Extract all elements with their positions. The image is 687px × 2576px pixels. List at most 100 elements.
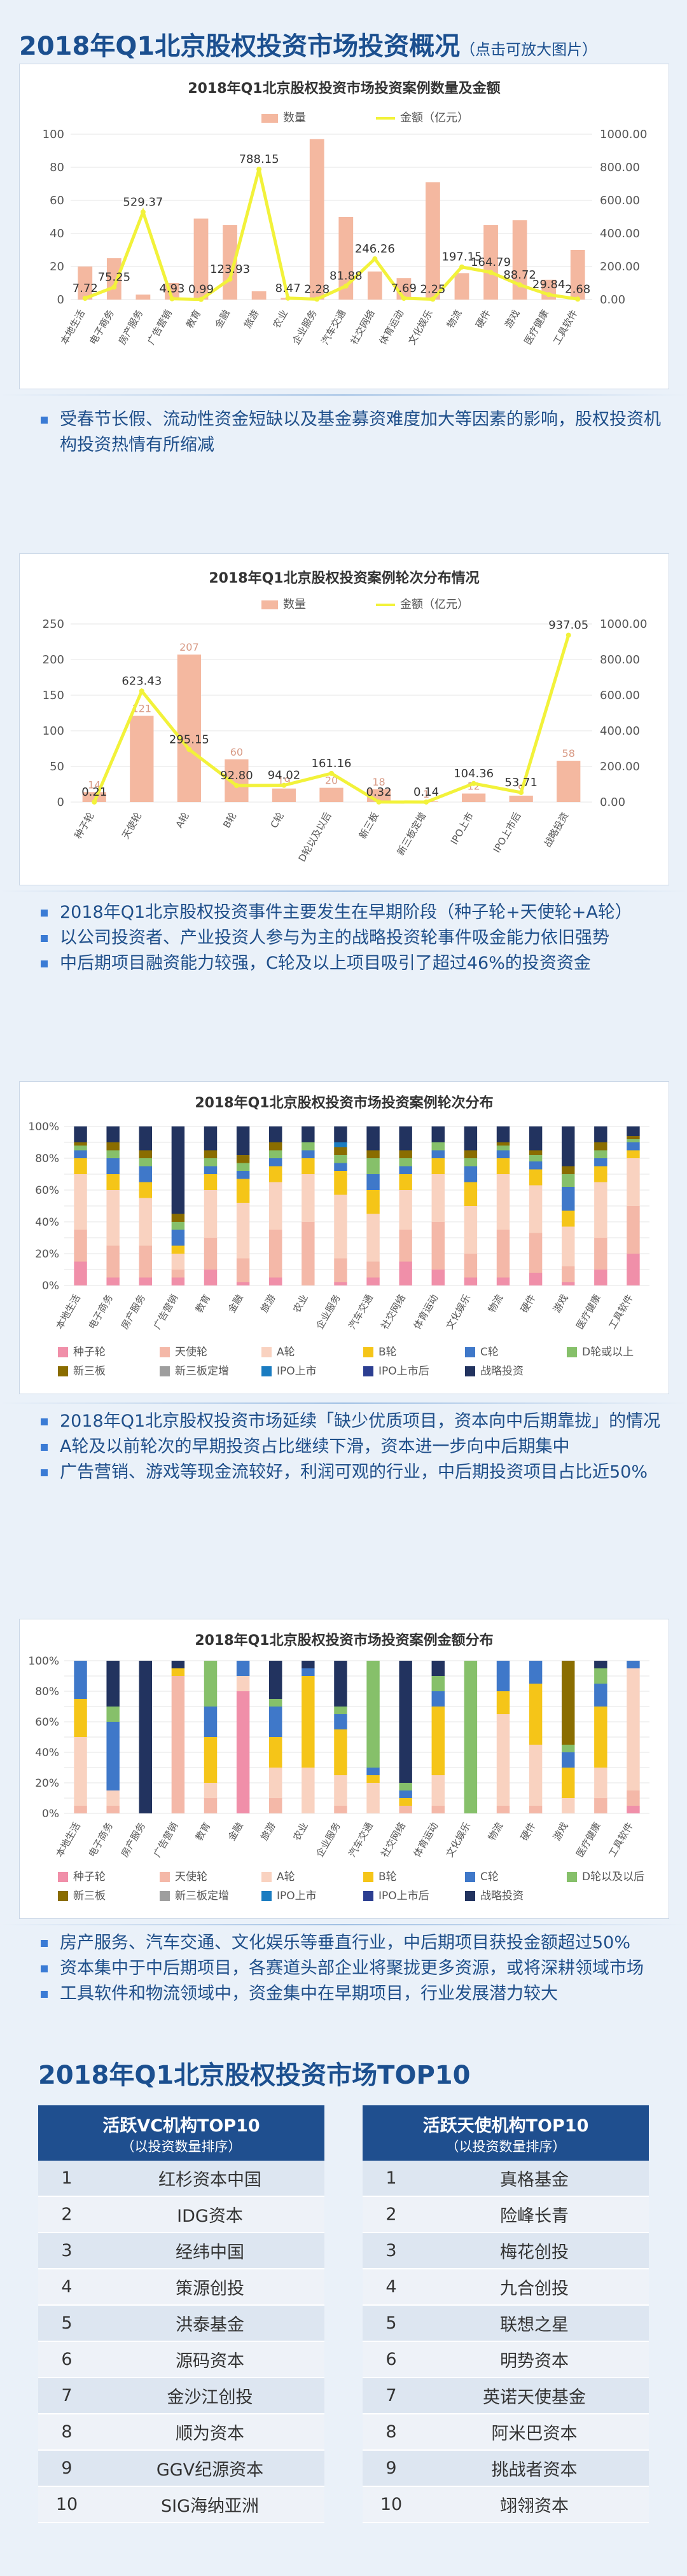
legend-swatch xyxy=(58,1347,68,1357)
amount-point xyxy=(139,688,144,694)
category-label: 农业 xyxy=(291,1292,310,1315)
category-label: 工具软件 xyxy=(551,308,580,347)
rank-cell: 7 xyxy=(385,2386,397,2406)
amount-line xyxy=(84,169,578,301)
y-tick-label: 100% xyxy=(28,1655,59,1668)
page-title: 2018年Q1北京股权投资市场投资概况（点击可放大图片） xyxy=(19,32,598,61)
stack-segment xyxy=(562,1661,575,1745)
rank-cell: 3 xyxy=(61,2241,73,2261)
bullet-item: 受春节长假、流动性资金短缺以及基金募资难度加大等因素的影响，股权投资机构投资热情… xyxy=(38,407,662,458)
amount-point xyxy=(488,270,494,275)
stack-segment xyxy=(627,1150,640,1158)
stack-segment xyxy=(399,1229,412,1262)
stack-segment xyxy=(431,1142,445,1151)
legend-label-amount: 金额（亿元） xyxy=(400,111,469,125)
stack-segment xyxy=(269,1768,282,1798)
count-label: 18 xyxy=(372,776,385,788)
vc-top10-table: 活跃VC机构TOP10 （以投资数量排序） 1 红杉资本中国 2 IDG资本 3 经纬中国… xyxy=(38,2105,324,2523)
stack-segment xyxy=(236,1171,250,1179)
category-label: 教育 xyxy=(193,1292,213,1315)
legend-label: D轮或以上 xyxy=(582,1346,634,1359)
category-label: 企业服务 xyxy=(314,1820,343,1859)
stack-segment xyxy=(464,1206,478,1254)
legend-label: 新三板 xyxy=(73,1890,106,1902)
y-tick-label: 40% xyxy=(35,1747,59,1759)
chart-4: 2018年Q1北京股权投资市场投资案例金额分布 0% 20% 40% 60% 80% 100… xyxy=(28,1632,649,1902)
stack-segment xyxy=(106,1245,120,1278)
amount-label: 164.79 xyxy=(471,256,511,269)
count-label: 20 xyxy=(325,775,338,787)
bullet-item: 资本集中于中后期项目，各赛道头部企业将聚拢更多资源，或将深耕领域市场 xyxy=(38,1956,662,1981)
category-label: 旅游 xyxy=(258,1292,278,1315)
institution-cell: 顺为资本 xyxy=(176,2424,244,2444)
bar-count xyxy=(177,654,201,802)
stack-segment xyxy=(171,1245,185,1254)
rank-cell: 10 xyxy=(55,2495,78,2514)
stack-segment xyxy=(269,1158,282,1167)
legend-swatch xyxy=(465,1347,475,1357)
stack-segment xyxy=(204,1174,218,1190)
stack-segment xyxy=(562,1768,575,1798)
stack-segment xyxy=(464,1661,478,1813)
stack-segment xyxy=(464,1166,478,1182)
legend-label: 天使轮 xyxy=(175,1345,207,1359)
stack-segment xyxy=(431,1222,445,1270)
stack-segment xyxy=(302,1768,315,1813)
stack-segment xyxy=(204,1150,218,1158)
stack-segment xyxy=(302,1150,315,1158)
legend-label: IPO上市后 xyxy=(378,1890,429,1902)
stack-segment xyxy=(464,1150,478,1158)
amount-point xyxy=(517,282,523,287)
stack-segment xyxy=(594,1684,607,1707)
bar-count xyxy=(454,273,469,300)
stack-segment xyxy=(269,1142,282,1151)
amount-point xyxy=(566,632,571,638)
stack-segment xyxy=(269,1798,282,1813)
stack-segment xyxy=(366,1775,380,1783)
category-label: 医疗健康 xyxy=(522,308,552,347)
stack-segment xyxy=(366,1190,380,1214)
stack-segment xyxy=(529,1126,543,1151)
stack-segment xyxy=(627,1806,640,1813)
category-label: 新三板 xyxy=(357,810,381,841)
stack-segment xyxy=(236,1661,250,1676)
category-label: 工具软件 xyxy=(606,1292,635,1331)
amount-label: 8.47 xyxy=(275,282,301,295)
bullet-item: A轮及以前轮次的早期投资占比继续下滑，资本进一步向中后期集中 xyxy=(38,1434,662,1460)
stack-segment xyxy=(269,1277,282,1285)
stack-segment xyxy=(594,1150,607,1158)
table-row: 3 梅花创投 xyxy=(363,2233,649,2269)
right-tick-label: 600.00 xyxy=(600,194,640,207)
chart-title: 2018年Q1北京股权投资市场投资案例数量及金额 xyxy=(188,80,500,97)
amount-label: 0.21 xyxy=(81,786,107,799)
institution-cell: GGV纪源资本 xyxy=(156,2460,264,2480)
category-label: 教育 xyxy=(193,1820,213,1843)
table-row: 6 明势资本 xyxy=(363,2342,649,2378)
left-tick-label: 0 xyxy=(57,796,64,809)
stack-segment xyxy=(496,1806,510,1813)
stack-segment xyxy=(236,1163,250,1171)
stack-segment xyxy=(399,1790,412,1798)
stack-segment xyxy=(366,1126,380,1151)
stack-segment xyxy=(74,1158,87,1174)
amount-label: 529.37 xyxy=(123,195,163,209)
stack-segment xyxy=(171,1277,185,1285)
divider xyxy=(0,890,687,892)
legend-label: D轮以及以后 xyxy=(582,1871,644,1883)
amount-point xyxy=(82,295,88,301)
bullets-2: 2018年Q1北京股权投资事件主要发生在早期阶段（种子轮+天使轮+A轮） 以公司投… xyxy=(38,900,662,976)
stack-segment xyxy=(204,1798,218,1813)
stack-segment xyxy=(594,1661,607,1668)
stack-segment xyxy=(106,1707,120,1722)
stack-segment xyxy=(236,1126,250,1155)
stack-segment xyxy=(334,1661,347,1707)
chart-title: 2018年Q1北京股权投资市场投资案例轮次分布 xyxy=(195,1095,493,1111)
left-tick-label: 100 xyxy=(43,128,64,141)
stack-segment xyxy=(106,1150,120,1158)
stack-segment xyxy=(269,1126,282,1142)
amount-label: 94.02 xyxy=(268,769,301,782)
stack-segment xyxy=(529,1806,543,1813)
amount-label: 161.16 xyxy=(312,757,352,770)
amount-point xyxy=(169,296,175,301)
stack-segment xyxy=(529,1684,543,1745)
